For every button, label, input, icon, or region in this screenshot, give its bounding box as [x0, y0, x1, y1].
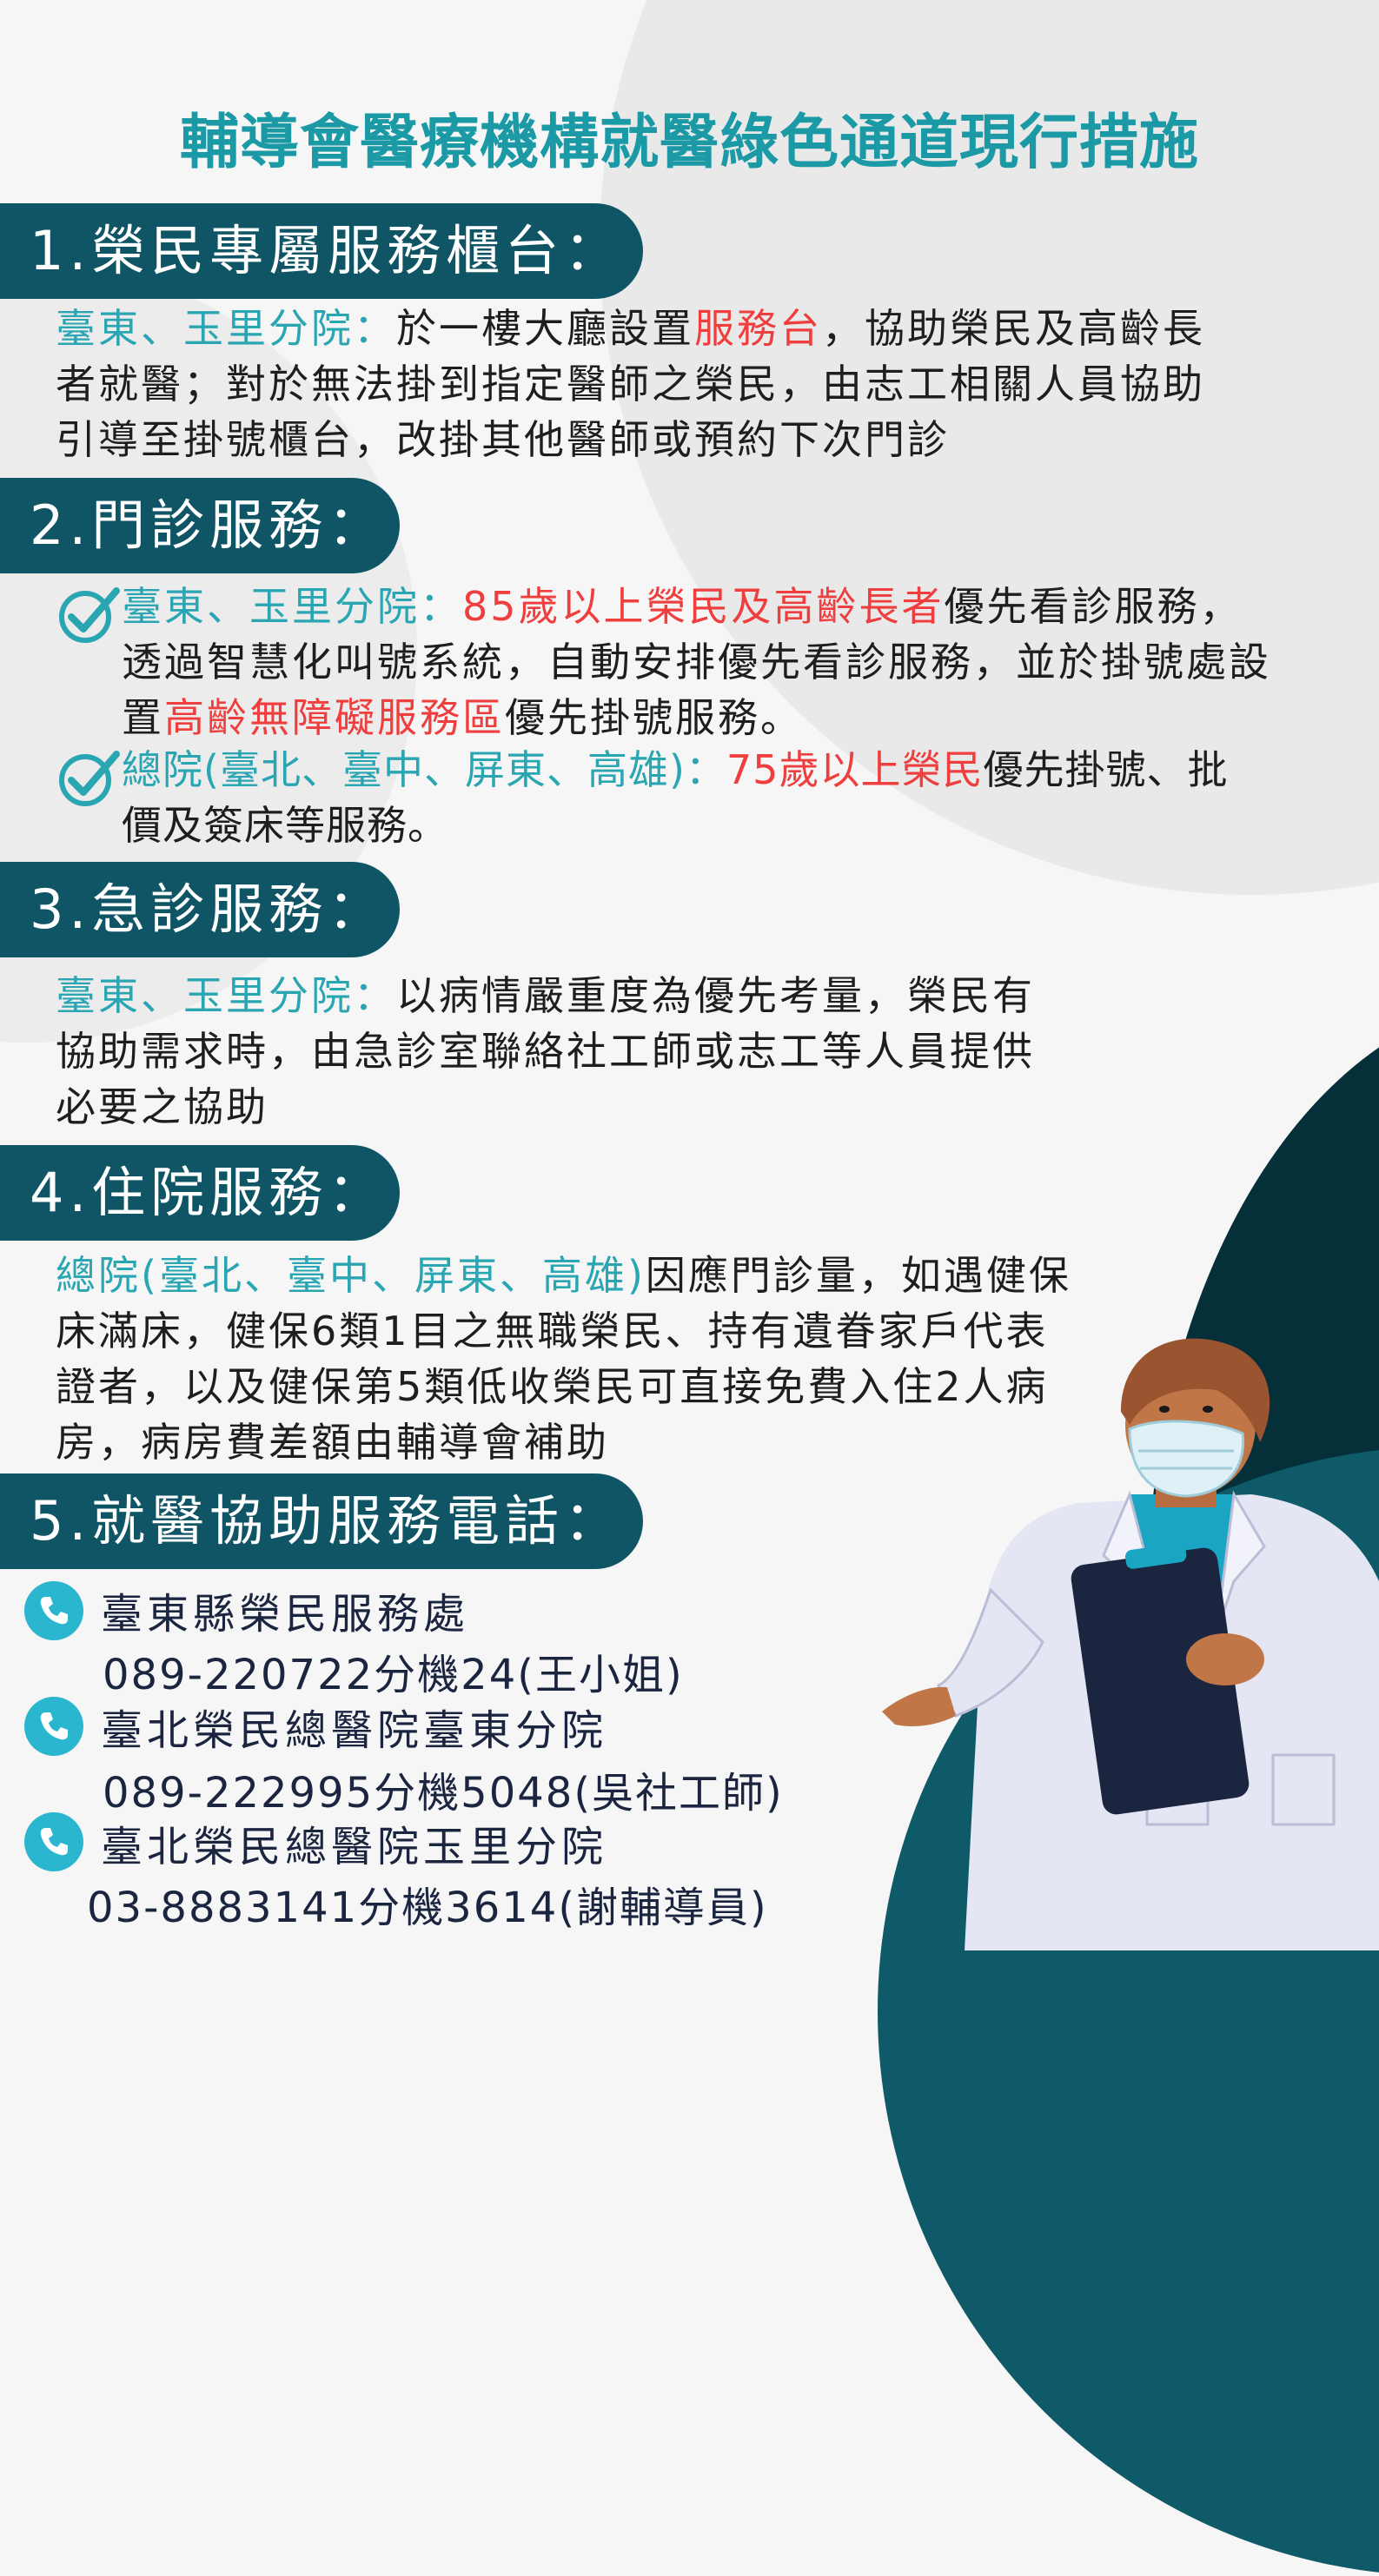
body-text: 床滿床，健保6類1目之無職榮民、持有遺眷家戶代表: [56, 1308, 1049, 1354]
highlight-text: 高齡無障礙服務區: [164, 694, 505, 741]
body-text: 價及簽床等服務。: [122, 802, 448, 849]
check-circle-icon: [59, 751, 120, 806]
contact-phone: 03-8883141分機3614(謝輔導員): [87, 1884, 768, 1932]
body-text: 證者，以及健保第5類低收榮民可直接免費入住2人病: [56, 1363, 1049, 1410]
highlight-text: 85歲以上榮民及高齡長者: [462, 583, 945, 630]
section-heading-2: 2.門診服務：: [0, 478, 400, 573]
section-heading-4: 4.住院服務：: [0, 1145, 400, 1241]
check-circle-icon: [59, 587, 120, 643]
body-text: 必要之協助: [56, 1083, 269, 1130]
highlight-text: 75歲以上榮民: [726, 746, 984, 793]
body-text: 優先看診服務，: [944, 583, 1243, 630]
section-heading-1: 1.榮民專屬服務櫃台：: [0, 203, 643, 299]
section-1-line-3: 引導至掛號櫃台，改掛其他醫師或預約下次門診: [56, 416, 950, 463]
contact-name: 臺北榮民總醫院臺東分院: [101, 1706, 608, 1755]
phone-icon: [24, 1812, 83, 1871]
phone-icon: [24, 1581, 83, 1640]
section-4-body: 總院(臺北、臺中、屏東、高雄)因應門診量，如遇健保 床滿床，健保6類1目之無職榮…: [56, 1248, 1071, 1470]
lead-text: 臺東、玉里分院：: [56, 972, 396, 1019]
page-title: 輔導會醫療機構就醫綠色通道現行措施: [179, 109, 1199, 177]
body-text: 以病情嚴重度為優先考量，榮民有: [396, 972, 1035, 1019]
section-heading-3: 3.急診服務：: [0, 862, 400, 957]
phone-icon: [24, 1697, 83, 1756]
section-3-body: 臺東、玉里分院：以病情嚴重度為優先考量，榮民有 協助需求時，由急診室聯絡社工師或…: [56, 968, 1035, 1135]
lead-text: 臺東、玉里分院：: [122, 583, 462, 630]
body-text: 於一樓大廳設置: [396, 305, 694, 352]
doctor-illustration: [882, 1338, 1379, 1950]
contact-name: 臺北榮民總醫院玉里分院: [101, 1823, 608, 1871]
highlight-text: 服務台: [694, 305, 822, 352]
contact-phone: 089-220722分機24(王小姐): [103, 1651, 684, 1699]
section-1-line-2: 者就醫；對於無法掛到指定醫師之榮民，由志工相關人員協助: [56, 361, 1205, 407]
body-text: 優先掛號服務。: [505, 694, 803, 741]
body-text: 因應門診量，如遇健保: [645, 1252, 1071, 1299]
body-text: 置: [122, 694, 164, 741]
body-text: ，協助榮民及高齡長: [822, 305, 1205, 352]
section-1-body: 臺東、玉里分院：於一樓大廳設置服務台，協助榮民及高齡長 者就醫；對於無法掛到指定…: [56, 301, 1205, 467]
body-text: 透過智慧化叫號系統，自動安排優先看診服務，並於掛號處設: [122, 639, 1271, 685]
lead-text: 總院(臺北、臺中、屏東、高雄)：: [122, 746, 726, 793]
body-text: 房，病房費差額由輔導會補助: [56, 1419, 609, 1466]
section-heading-5: 5.就醫協助服務電話：: [0, 1473, 643, 1569]
contact-name: 臺東縣榮民服務處: [101, 1590, 470, 1639]
lead-text: 總院(臺北、臺中、屏東、高雄): [56, 1252, 646, 1299]
contact-phone: 089-222995分機5048(吳社工師): [103, 1769, 784, 1818]
section-1-line-1: 臺東、玉里分院：於一樓大廳設置服務台，協助榮民及高齡長: [56, 301, 1205, 356]
lead-text: 臺東、玉里分院：: [56, 305, 396, 352]
body-text: 協助需求時，由急診室聯絡社工師或志工等人員提供: [56, 1028, 1035, 1075]
body-text: 優先掛號、批: [983, 746, 1229, 793]
